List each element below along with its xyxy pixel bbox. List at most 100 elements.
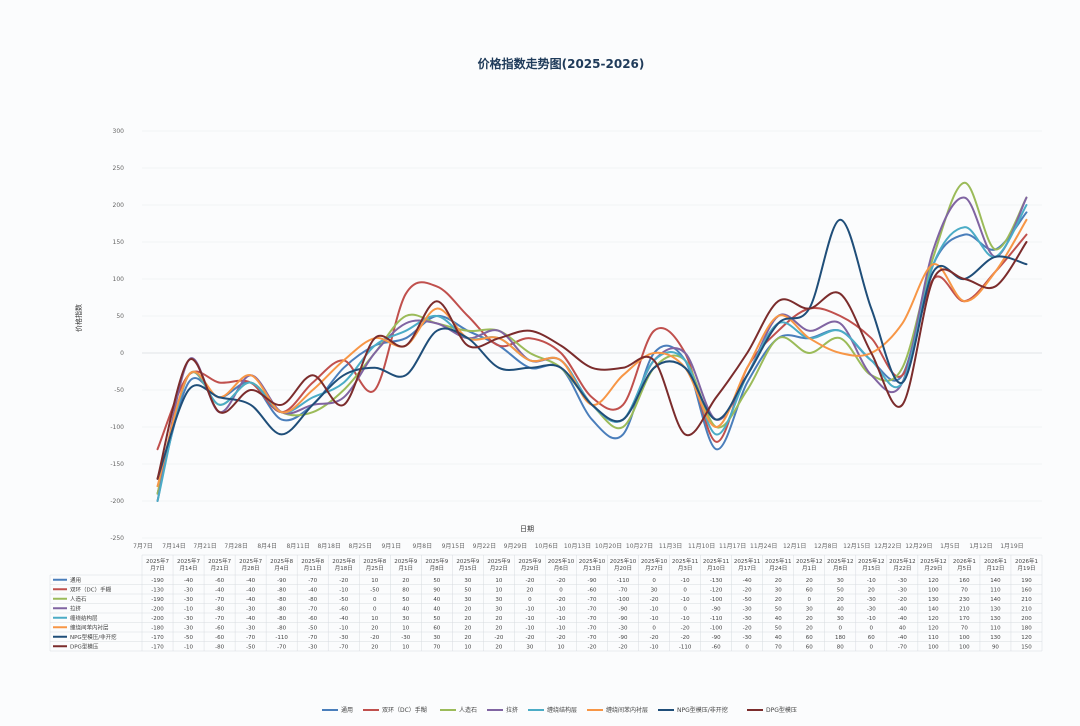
table-cell: 40 — [837, 606, 844, 612]
table-cell: -130 — [151, 587, 164, 593]
table-cell: 30 — [837, 578, 844, 584]
x-tick-label: 8月11日 — [286, 543, 309, 550]
table-cell: 0 — [870, 625, 874, 631]
table-cell: 30 — [806, 606, 813, 612]
table-cell: 120 — [928, 616, 939, 622]
table-cell: -90 — [619, 606, 628, 612]
table-cell: -30 — [339, 635, 348, 641]
table-cell: -30 — [246, 606, 255, 612]
table-cell: 20 — [837, 597, 844, 603]
table-cell: 110 — [928, 635, 939, 641]
table-cell: 20 — [464, 606, 471, 612]
y-tick-label: 150 — [113, 239, 125, 246]
table-cell: -180 — [151, 625, 164, 631]
table-cell: -70 — [898, 644, 907, 650]
table-cell: -10 — [681, 597, 690, 603]
x-tick-label: 8月4日 — [257, 543, 277, 550]
table-cell: -100 — [617, 597, 630, 603]
table-cell: 50 — [775, 606, 782, 612]
x-tick-label: 11月3日 — [659, 543, 682, 550]
table-cell: 190 — [1021, 578, 1032, 584]
table-cell: -40 — [339, 616, 348, 622]
table-header-cell: 2026年1 月12日 — [984, 557, 1007, 572]
table-cell: 20 — [806, 616, 813, 622]
table-cell: 140 — [990, 597, 1001, 603]
table-cell: -80 — [215, 606, 224, 612]
table-cell: 60 — [433, 625, 440, 631]
table-cell: 160 — [959, 578, 970, 584]
table-cell: 20 — [371, 644, 378, 650]
series-line-7 — [156, 241, 1028, 480]
table-cell: 100 — [959, 635, 970, 641]
table-cell: -70 — [588, 616, 597, 622]
table-cell: 30 — [651, 587, 658, 593]
table-cell: -120 — [710, 587, 723, 593]
table-header-cell: 2025年11 月3日 — [672, 557, 699, 572]
table-cell: 20 — [775, 597, 782, 603]
table-cell: 30 — [402, 616, 409, 622]
table-cell: 90 — [992, 644, 999, 650]
table-cell: -170 — [151, 635, 164, 641]
table-cell: 60 — [868, 635, 875, 641]
table-cell: -30 — [184, 587, 193, 593]
table-cell: -70 — [619, 587, 628, 593]
table-cell: 20 — [464, 635, 471, 641]
legend: 通用 双环（DC）手糊 人造石 拉挤 缠绕结构层 缠绕间苯内衬层 NPG型模压/非开挖 DPG… — [322, 706, 797, 714]
table-cell: 140 — [928, 606, 939, 612]
table-cell: -20 — [743, 625, 752, 631]
table-cell: -30 — [184, 597, 193, 603]
y-tick-label: 100 — [113, 276, 125, 283]
chart-title: 价格指数走势图(2025-2026) — [478, 56, 645, 71]
x-tick-label: 10月13日 — [564, 543, 591, 550]
table-cell: 10 — [464, 644, 471, 650]
table-cell: 130 — [928, 597, 939, 603]
table-cell: -20 — [556, 635, 565, 641]
table-header-cell: 2025年10 月27日 — [641, 557, 668, 572]
table-cell: -60 — [712, 644, 721, 650]
table-cell: -60 — [588, 587, 597, 593]
table-cell: 120 — [928, 578, 939, 584]
table-cell: -110 — [275, 635, 288, 641]
table-header-cell: 2025年11 月17日 — [734, 557, 761, 572]
table-cell: -20 — [898, 597, 907, 603]
series-line-3 — [156, 196, 1028, 502]
table-row-label: 缠绕间苯内衬层 — [70, 623, 109, 631]
table-cell: -80 — [277, 597, 286, 603]
table-cell: -10 — [650, 644, 659, 650]
x-tick-label: 9月8日 — [412, 543, 432, 550]
table-cell: -10 — [556, 616, 565, 622]
table-cell: 0 — [373, 606, 377, 612]
table-cell: 130 — [990, 635, 1001, 641]
table-cell: -10 — [867, 578, 876, 584]
table-cell: 200 — [1021, 616, 1032, 622]
table-cell: -90 — [712, 606, 721, 612]
legend-item-0: 通用 — [322, 706, 353, 714]
x-tick-label: 8月18日 — [317, 543, 340, 550]
table-cell: -130 — [710, 578, 723, 584]
series-line-6 — [156, 218, 1028, 480]
table-header-cell: 2025年12 月15日 — [858, 557, 885, 572]
table-cell: 20 — [806, 625, 813, 631]
table-cell: -50 — [339, 597, 348, 603]
table-cell: -30 — [184, 616, 193, 622]
table-cell: -30 — [743, 606, 752, 612]
x-tick-label: 10月20日 — [595, 543, 622, 550]
table-header-cell: 2025年8 月4日 — [270, 557, 293, 572]
x-tick-label: 12月29日 — [905, 543, 932, 550]
table-header-cell: 2025年10 月20日 — [610, 557, 637, 572]
table-cell: -70 — [588, 597, 597, 603]
table-cell: -50 — [370, 587, 379, 593]
y-tick-label: 0 — [120, 350, 124, 357]
table-cell: 20 — [464, 625, 471, 631]
table-cell: -30 — [898, 578, 907, 584]
table-cell: -30 — [619, 625, 628, 631]
table-cell: -60 — [308, 616, 317, 622]
table-cell: 30 — [433, 635, 440, 641]
table-cell: 40 — [899, 625, 906, 631]
table-header-cell: 2025年11 月10日 — [703, 557, 730, 572]
legend-item-4: 缠绕结构层 — [528, 706, 577, 714]
table-cell: -30 — [867, 597, 876, 603]
table-cell: 30 — [464, 578, 471, 584]
table-cell: 20 — [775, 578, 782, 584]
